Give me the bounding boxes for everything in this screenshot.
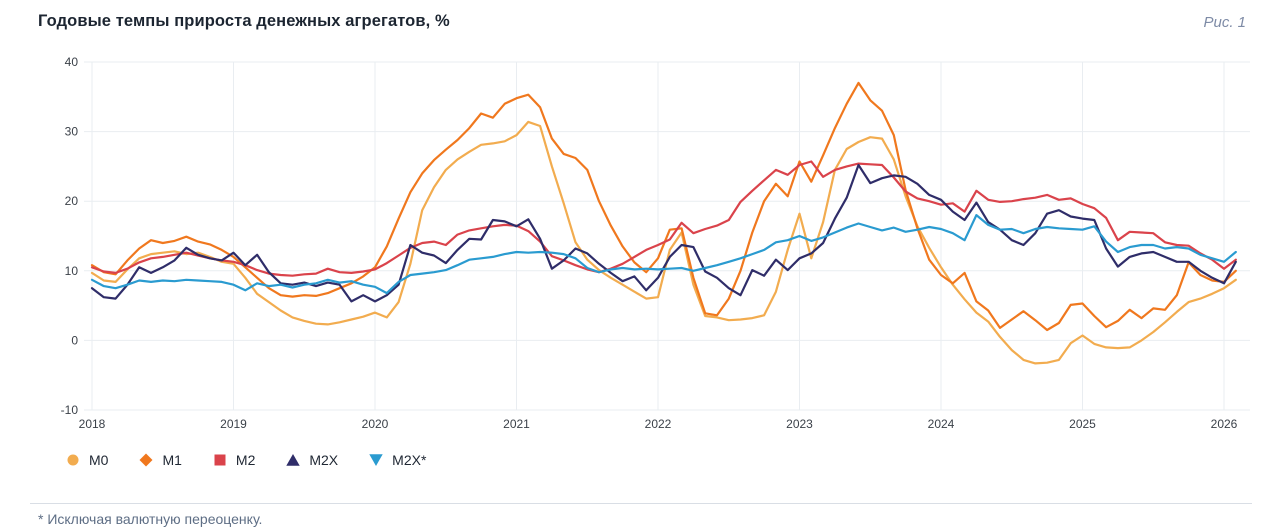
legend-label-m2x: M2X <box>309 452 339 468</box>
y-tick-label-30: 30 <box>65 125 79 139</box>
x-tick-label-2019: 2019 <box>220 417 247 431</box>
legend-item-m2: M2 <box>213 452 255 468</box>
diamond-marker-icon <box>139 453 153 467</box>
legend-item-m2x-star: M2X* <box>369 452 426 468</box>
circle-marker-icon <box>67 454 79 466</box>
x-tick-label-2026: 2026 <box>1211 417 1238 431</box>
legend-label-m1: M1 <box>162 452 182 468</box>
page-title: Годовые темпы прироста денежных агрегато… <box>38 12 450 30</box>
series-line-m2x <box>90 163 1237 303</box>
y-tick-label-0: 0 <box>71 333 78 347</box>
legend-item-m2x: M2X <box>286 452 338 468</box>
series-line-m2 <box>90 160 1237 277</box>
triangle-down-marker-icon <box>369 454 383 466</box>
y-tick-label--10: -10 <box>61 403 79 417</box>
series-line-m0 <box>90 120 1237 365</box>
legend-label-m0: M0 <box>89 452 109 468</box>
x-tick-label-2025: 2025 <box>1069 417 1096 431</box>
square-marker-icon <box>214 454 226 466</box>
footer-divider <box>30 503 1252 504</box>
x-tick-label-2020: 2020 <box>362 417 389 431</box>
chart-legend: M0 M1 M2 M2X M2X* <box>66 449 426 471</box>
x-tick-label-2018: 2018 <box>79 417 106 431</box>
y-tick-label-20: 20 <box>65 194 79 208</box>
footnote: * Исключая валютную переоценку. <box>38 511 263 527</box>
triangle-up-marker-icon <box>286 454 301 466</box>
x-tick-label-2023: 2023 <box>786 417 813 431</box>
legend-item-m1: M1 <box>139 452 182 468</box>
figure-number-label: Рис. 1 <box>1203 14 1246 31</box>
series-line-m2x-star <box>90 214 1237 295</box>
series-line-m1 <box>90 81 1237 332</box>
legend-item-m0: M0 <box>66 452 108 468</box>
y-tick-label-40: 40 <box>65 55 79 69</box>
x-tick-label-2022: 2022 <box>645 417 672 431</box>
x-tick-label-2021: 2021 <box>503 417 530 431</box>
x-tick-label-2024: 2024 <box>928 417 955 431</box>
legend-label-m2: M2 <box>235 452 256 468</box>
legend-label-m2x-star: M2X* <box>392 452 427 468</box>
y-tick-label-10: 10 <box>65 264 79 278</box>
